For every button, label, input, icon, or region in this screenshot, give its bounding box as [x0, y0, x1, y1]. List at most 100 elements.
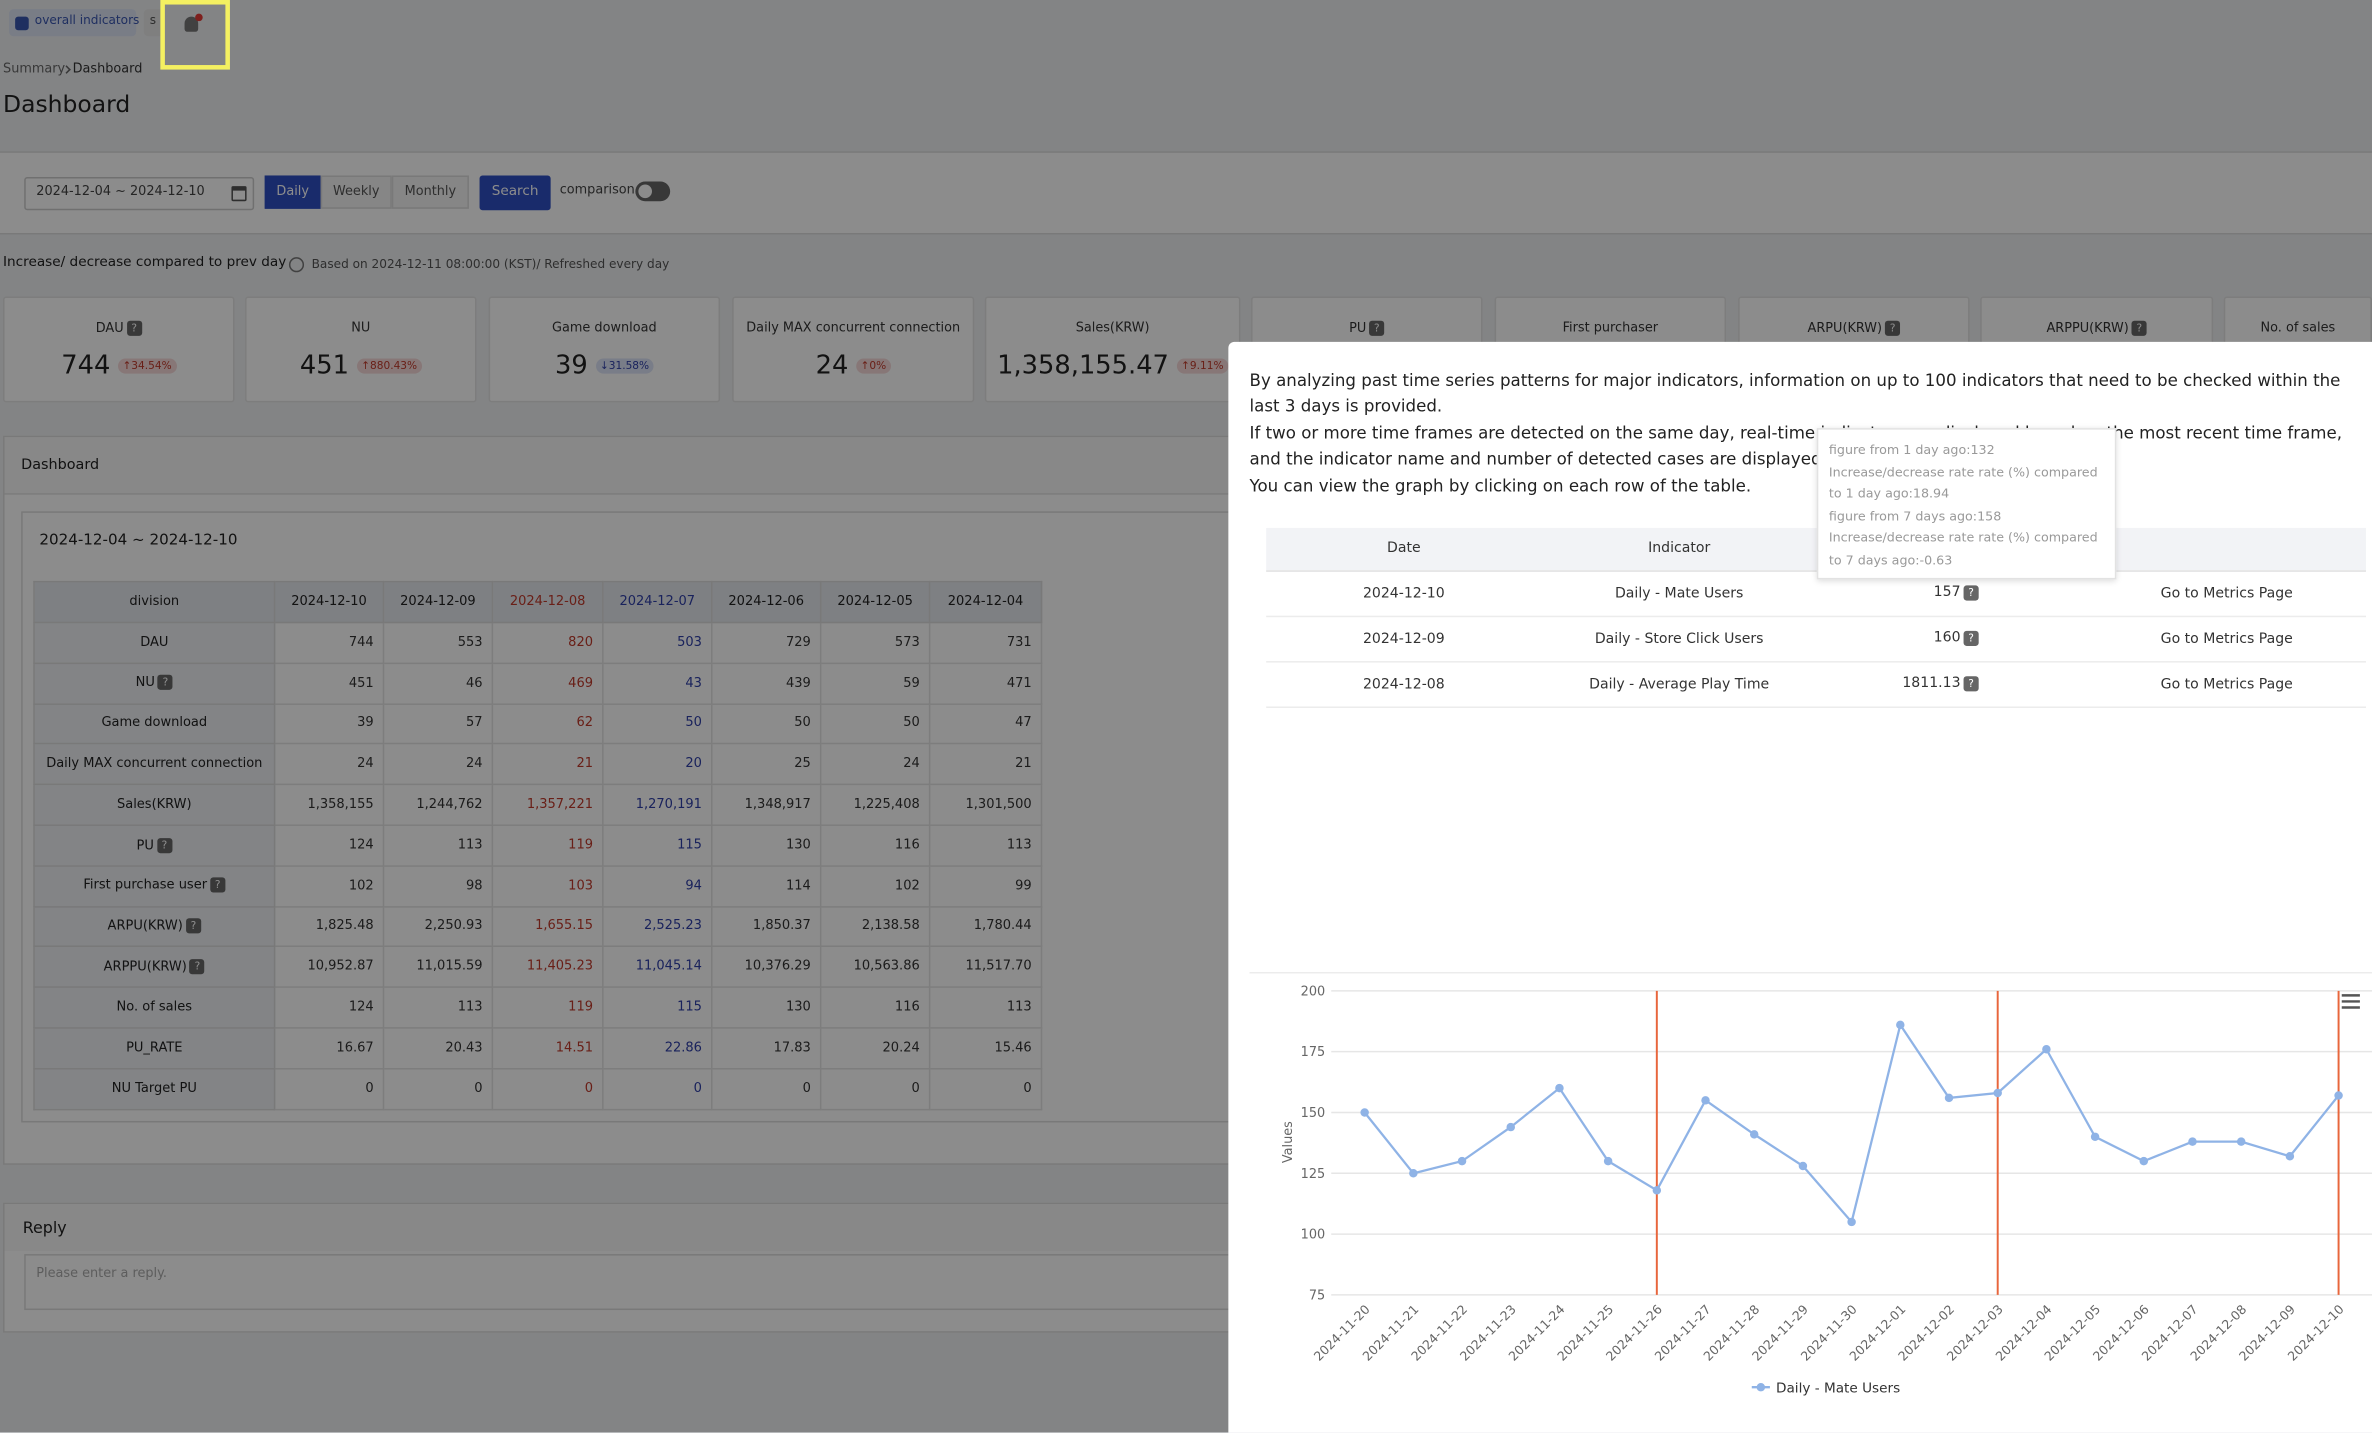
tab-label: overall indicators — [34, 13, 140, 28]
kpi-label-text: ARPPU(KRW) — [2046, 321, 2129, 337]
tab[interactable]: overall indicators — [9, 9, 139, 37]
modal-column-header: Date — [1387, 540, 1421, 557]
table-cell: 11,517.70 — [928, 946, 1043, 989]
row-label-text: Game download — [101, 716, 208, 732]
table-cell: 113 — [928, 824, 1043, 867]
row-label: Sales(KRW) — [33, 783, 276, 826]
table-cell: 94 — [602, 864, 713, 908]
table-cell: 1,348,917 — [710, 783, 822, 826]
bell-icon[interactable] — [184, 16, 199, 32]
row-value: 157? — [1817, 584, 2088, 601]
metrics-link[interactable]: Go to Metrics Page — [2160, 630, 2293, 648]
data-point — [2236, 1137, 2246, 1146]
modal-table-row[interactable]: 2024-12-09 Daily - Store Click Users 160? G… — [1266, 617, 2366, 663]
help-icon: ? — [185, 918, 202, 934]
row-label-text: ARPPU(KRW) — [103, 959, 187, 975]
help-icon: ? — [157, 675, 173, 691]
data-point — [1555, 1083, 1564, 1093]
data-point — [1603, 1156, 1613, 1166]
modal-table-header — [1266, 527, 2366, 572]
help-icon: ? — [1885, 320, 1901, 336]
modal-table-row[interactable]: 2024-12-10 Daily - Mate Users 157? Go to Me… — [1266, 572, 2366, 618]
table-cell: 1,270,191 — [602, 783, 713, 826]
data-point — [1360, 1108, 1369, 1117]
row-label-text: PU_RATE — [126, 1040, 183, 1056]
column-header: 2024-12-06 — [710, 580, 822, 624]
y-tick-label: 175 — [1301, 1045, 1326, 1060]
period-button[interactable]: Monthly — [391, 175, 469, 209]
data-point — [2090, 1132, 2100, 1142]
table-cell: 573 — [819, 621, 931, 664]
comparison-toggle[interactable] — [635, 181, 671, 202]
data-table: division 2024-12-10 2024-12-09 2024-12-08 20… — [33, 580, 1043, 1110]
table-cell: 471 — [928, 662, 1043, 705]
data-point — [1798, 1161, 1808, 1171]
table-row: No. of sales 124 113 119 115 130 116 113 — [33, 986, 1043, 1029]
table-cell: 469 — [491, 662, 604, 705]
table-cell: 2,138.58 — [819, 905, 931, 948]
tab[interactable]: s — [143, 9, 165, 37]
y-tick-label: 200 — [1301, 984, 1326, 999]
row-label: NU? — [33, 662, 276, 705]
table-cell: 22.86 — [602, 1027, 713, 1070]
tooltip-line: figure from 7 days ago:158 — [1828, 507, 2002, 524]
kpi-card: NU 451 ↑880.43% — [245, 296, 477, 403]
kpi-value-row: 24 ↑0% — [734, 351, 973, 381]
notification-dot — [195, 13, 203, 22]
breadcrumb[interactable]: Summary — [3, 62, 66, 78]
search-button[interactable]: Search — [479, 175, 551, 211]
kpi-label-text: NU — [351, 320, 371, 336]
kpi-label-text: ARPU(KRW) — [1807, 321, 1883, 337]
row-date: 2024-12-09 — [1362, 630, 1445, 648]
modal-table-row[interactable]: 2024-12-08 Daily - Average Play Time 1811.… — [1266, 663, 2366, 708]
filter-panel: 2024-12-04 ~ 2024-12-10 — [0, 151, 2372, 235]
kpi-label-text: First purchaser — [1562, 320, 1659, 336]
table-cell: 0 — [491, 1067, 604, 1110]
column-header: 2024-12-08 — [491, 580, 604, 624]
date-input[interactable]: 2024-12-04 ~ 2024-12-10 — [24, 176, 255, 211]
period-button[interactable]: Weekly — [320, 175, 392, 209]
kpi-label-text: Game download — [552, 320, 657, 336]
period-button[interactable]: Daily — [264, 175, 321, 209]
comparison-label: comparison — [559, 183, 635, 199]
metrics-link[interactable]: Go to Metrics Page — [2160, 585, 2293, 603]
table-cell: 130 — [710, 824, 822, 867]
kpi-label-text: PU — [1349, 321, 1367, 337]
table-cell: 62 — [491, 702, 604, 745]
metrics-link[interactable]: Go to Metrics Page — [2160, 676, 2293, 693]
table-cell: 102 — [273, 864, 385, 908]
kpi-label-text: Daily MAX concurrent connection — [746, 320, 961, 336]
table-cell: 124 — [273, 824, 385, 867]
breadcrumb: Dashboard — [72, 62, 143, 78]
tooltip: figure from 1 day ago:132 Increase/decrea… — [1816, 428, 2117, 580]
row-label-text: Daily MAX concurrent connection — [46, 756, 263, 772]
row-label-text: DAU — [140, 635, 169, 651]
data-point — [1506, 1122, 1515, 1132]
kpi-card: Daily MAX concurrent connection 24 ↑0% — [732, 296, 975, 403]
table-cell: 0 — [819, 1067, 931, 1110]
description-paragraph: You can view the graph by clicking on ea… — [1249, 475, 1752, 496]
table-cell: 11,015.59 — [382, 946, 494, 989]
data-point — [2042, 1044, 2051, 1054]
row-label: ARPPU(KRW)? — [33, 946, 276, 989]
help-icon: ? — [126, 320, 142, 336]
row-label-text: No. of sales — [116, 1000, 193, 1016]
table-cell: 17.83 — [710, 1027, 822, 1070]
table-cell: 119 — [491, 824, 604, 867]
table-cell: 451 — [273, 662, 385, 705]
data-point — [1896, 1020, 1905, 1030]
info-note: Based on 2024-12-11 08:00:00 (KST)/ Refr… — [311, 257, 670, 271]
info-label: Increase/ decrease compared to prev day — [3, 255, 287, 271]
help-icon: ? — [1963, 584, 1979, 600]
table-cell: 50 — [710, 702, 822, 745]
table-cell: 503 — [602, 621, 713, 664]
kpi-value: 1,358,155.47 — [997, 350, 1169, 382]
kpi-label-text: Sales(KRW) — [1075, 320, 1150, 336]
toggle-knob — [638, 184, 652, 199]
y-tick-label: 100 — [1301, 1228, 1326, 1243]
data-point — [1457, 1156, 1467, 1166]
table-cell: 46 — [382, 662, 494, 705]
table-row: Sales(KRW) 1,358,155 1,244,762 1,357,221 1,2… — [33, 783, 1043, 826]
table-cell: 124 — [273, 986, 385, 1029]
calendar-icon — [231, 186, 247, 202]
